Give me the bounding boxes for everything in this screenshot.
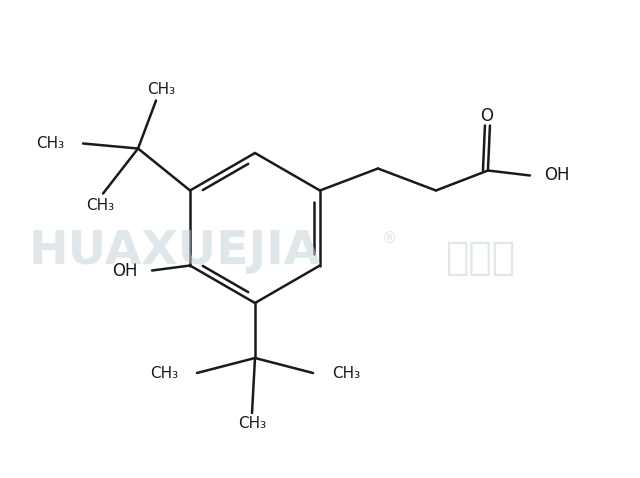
Text: 化学加: 化学加 — [445, 239, 515, 277]
Text: CH₃: CH₃ — [86, 198, 114, 213]
Text: O: O — [481, 107, 493, 124]
Text: CH₃: CH₃ — [36, 136, 64, 151]
Text: ®: ® — [382, 230, 397, 246]
Text: CH₃: CH₃ — [147, 82, 175, 97]
Text: OH: OH — [544, 166, 570, 185]
Text: HUAXUEJIA: HUAXUEJIA — [29, 229, 321, 274]
Text: CH₃: CH₃ — [150, 366, 178, 380]
Text: OH: OH — [113, 261, 138, 280]
Text: CH₃: CH₃ — [332, 366, 360, 380]
Text: CH₃: CH₃ — [238, 416, 266, 432]
